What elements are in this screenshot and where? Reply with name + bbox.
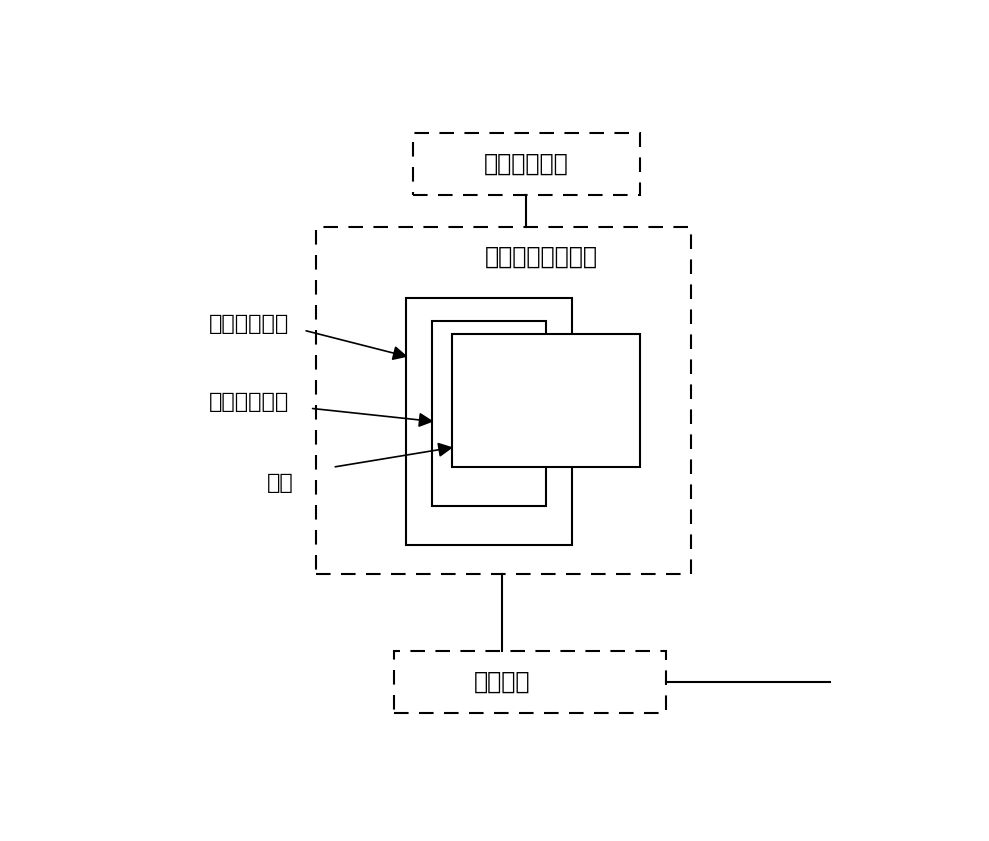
Text: 光路部分: 光路部分 [474,670,530,694]
Bar [315,227,691,574]
Text: 气室: 气室 [267,473,294,493]
Text: 角速度传感器部分: 角速度传感器部分 [485,245,597,268]
Text: 加热恒温装置: 加热恒温装置 [209,392,289,412]
Bar [394,651,666,713]
Bar [432,321,546,505]
Bar [452,334,640,467]
Bar [413,134,640,195]
Text: 正交磁场线圈: 正交磁场线圈 [209,315,289,335]
Bar [406,299,572,544]
Text: 信号检测部分: 信号检测部分 [484,152,569,176]
